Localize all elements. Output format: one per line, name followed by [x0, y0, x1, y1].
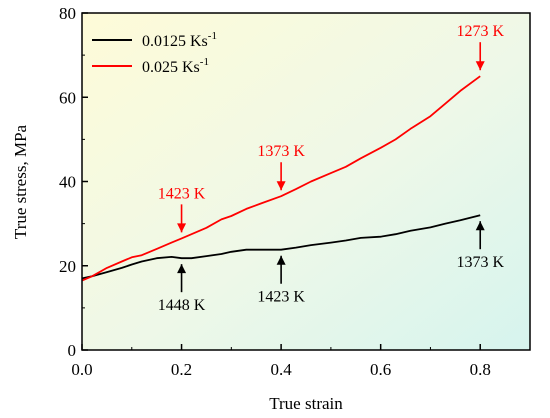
annotation-layer: 1273 K 1373 K 1423 K 1448 K 1423 K 1373 K [158, 23, 505, 314]
plot-area-background [82, 13, 530, 350]
legend: 0.0125 Ks-1 0.025 Ks-1 [92, 30, 217, 76]
annotation-5: 1423 K [257, 255, 305, 306]
annotation-arrow-head [475, 61, 485, 71]
annotation-arrow-head [276, 255, 286, 265]
y-ticks: 0 20 40 60 80 [59, 4, 88, 360]
annotation-label: 1373 K [456, 254, 504, 271]
x-ticks: 0.0 0.2 0.4 0.6 0.8 [71, 344, 531, 379]
y-axis-title: True stress, MPa [11, 124, 30, 239]
annotation-arrow-head [276, 181, 286, 191]
annotation-arrow-head [177, 264, 187, 274]
annotation-label: 1273 K [456, 23, 504, 40]
x-tick-label: 0.2 [171, 360, 192, 379]
y-tick-label: 60 [59, 88, 76, 107]
annotation-label: 1423 K [257, 289, 305, 306]
annotation-label: 1448 K [158, 297, 206, 314]
annotation-3: 1423 K [158, 185, 206, 233]
x-tick-label: 0.6 [370, 360, 391, 379]
series-line-2 [81, 75, 481, 282]
annotation-label: 1373 K [257, 143, 305, 160]
y-tick-label: 40 [59, 173, 76, 192]
annotation-4: 1448 K [158, 264, 206, 314]
annotation-arrow-head [475, 221, 485, 231]
annotation-1: 1273 K [456, 23, 504, 71]
annotation-6: 1373 K [456, 221, 504, 271]
x-tick-label: 0.0 [71, 360, 92, 379]
legend-label-series-1: 0.0125 Ks-1 [142, 30, 217, 50]
annotation-2: 1373 K [257, 143, 305, 191]
y-tick-label: 0 [68, 341, 77, 360]
series-line-1 [81, 214, 481, 280]
x-tick-label: 0.4 [270, 360, 292, 379]
x-axis-title: True strain [269, 394, 343, 413]
legend-label-series-2: 0.025 Ks-1 [142, 56, 209, 76]
annotation-arrow-head [177, 223, 187, 233]
x-tick-label: 0.8 [470, 360, 491, 379]
annotation-label: 1423 K [158, 185, 206, 202]
series-layer [81, 75, 481, 282]
y-tick-label: 80 [59, 4, 76, 23]
y-tick-label: 20 [59, 257, 76, 276]
